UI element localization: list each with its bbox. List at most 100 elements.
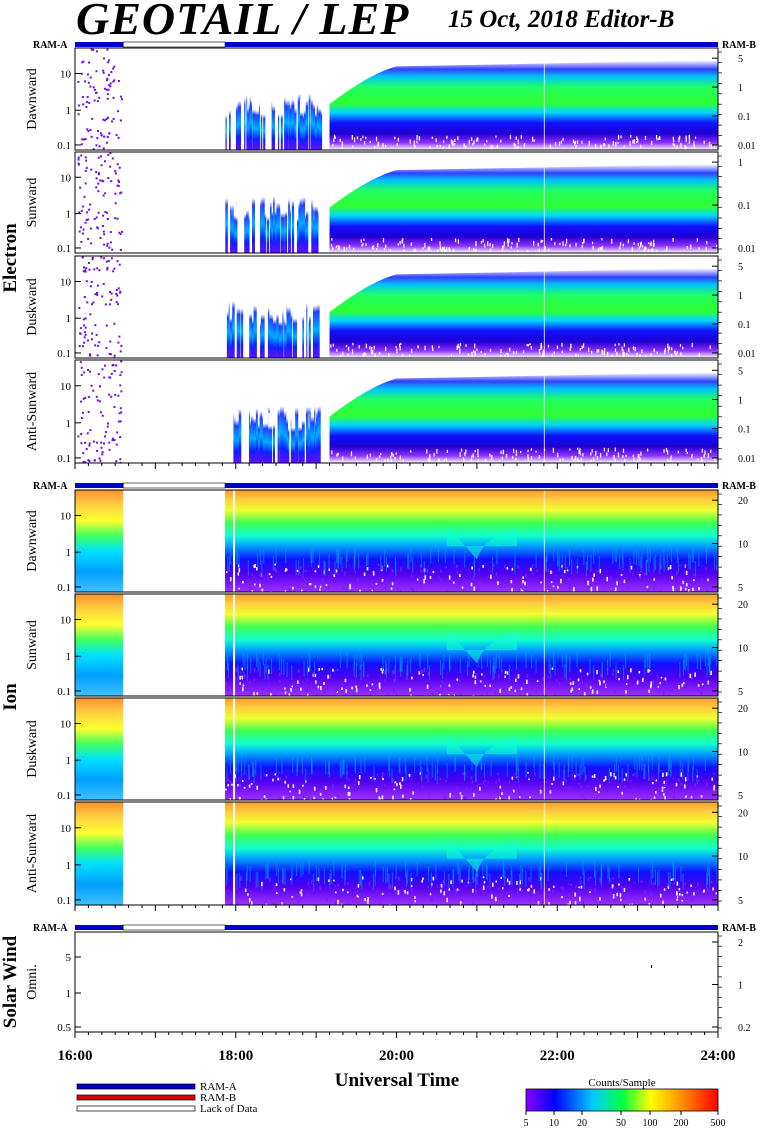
right-tick-label: 1: [738, 83, 743, 94]
ram-coverage-segment: [75, 42, 124, 47]
spectrogram-block: [225, 594, 718, 696]
left-tick-label: 0.1: [57, 686, 71, 698]
left-tick-label: 10: [60, 511, 72, 523]
left-tick-label: 10: [60, 277, 72, 289]
left-tick-label: 1: [66, 313, 72, 325]
panel-frame: [74, 697, 719, 801]
right-tick-label: 0.1: [738, 320, 751, 331]
right-tick-label: 0.01: [738, 244, 756, 255]
left-tick-label: 10: [60, 381, 72, 393]
group-label: Ion: [0, 683, 21, 711]
right-tick-label: 0.1: [738, 425, 751, 436]
legend-label-lack: Lack of Data: [200, 1103, 258, 1115]
spectrogram-block: [225, 698, 718, 800]
panel-omni-: Omni. 5 1 0.5 2 1 0.2: [25, 931, 751, 1034]
left-tick-label: 0.1: [57, 453, 71, 465]
right-tick-label: 5: [738, 366, 743, 377]
ram-coverage-segment: [75, 483, 124, 488]
left-tick-label: 1: [66, 755, 72, 767]
colorbar-tick-label: 10: [549, 1118, 559, 1128]
panel-sunward: Sunward 10 1 0.1 1 0.1 0.01: [25, 151, 756, 255]
left-tick-label: 1: [66, 651, 72, 663]
panel-duskward: Duskward 10 1 0.1 20 10 5: [25, 697, 748, 802]
spectrogram-block: [329, 268, 718, 358]
group-electron: RAM-A RAM-B Electron Dawnward 10 1 0.1 5 1 0.1 0.0…: [0, 40, 756, 469]
panel-anti-sunward: Anti-Sunward 10 1 0.1 5 1 0.1 0.01: [25, 359, 756, 465]
legend-swatch-ram-b: [76, 1094, 196, 1101]
left-tick-label: 1: [66, 547, 72, 559]
right-tick-label: 2: [738, 938, 743, 949]
spectrogram-block: [225, 490, 718, 592]
left-tick-label: 0.5: [57, 1022, 71, 1034]
spectrogram-area: [77, 360, 718, 463]
x-tick-label: 24:00: [701, 1048, 736, 1064]
spectrogram-area: [651, 965, 653, 968]
panel-frame: [74, 931, 719, 1033]
ram-a-label: RAM-A: [33, 40, 68, 51]
panel-label: Omni.: [25, 964, 40, 999]
panel-label: Anti-Sunward: [25, 372, 40, 451]
right-tick-label: 20: [738, 496, 748, 507]
time-axis: 16:00 18:00 20:00 22:00 24:00 Universal Time: [58, 1048, 736, 1091]
panel-frame: [74, 255, 719, 359]
spectrogram-block: [225, 802, 718, 905]
panel-frame: [74, 593, 719, 697]
right-tick-label: 10: [738, 852, 748, 863]
figure-title: GEOTAIL / LEP: [76, 0, 410, 44]
ram-coverage-segment: [75, 925, 124, 930]
spectrogram-area: [75, 698, 718, 800]
spectrogram-block: [75, 490, 124, 592]
legend-swatch-lack: [76, 1105, 196, 1112]
right-tick-label: 20: [738, 704, 748, 715]
spectrogram-block: [329, 372, 718, 463]
ram-a-label: RAM-A: [33, 481, 68, 492]
right-tick-label: 5: [738, 791, 743, 802]
right-tick-label: 5: [738, 54, 743, 65]
right-tick-label: 1: [738, 395, 743, 406]
ram-coverage-segment: [122, 924, 226, 931]
left-tick-label: 1: [66, 860, 72, 872]
spectrogram-block: [329, 60, 718, 150]
spectrogram-area: [77, 48, 718, 150]
right-tick-label: 5: [738, 687, 743, 698]
right-tick-label: 0.01: [738, 454, 756, 465]
legend-label-ram-a: RAM-A: [200, 1081, 237, 1093]
panel-dawnward: Dawnward 10 1 0.1 20 10 5: [25, 489, 748, 594]
ram-b-label: RAM-B: [722, 481, 756, 492]
colorbar: [525, 1088, 719, 1112]
right-tick-label: 10: [738, 644, 748, 655]
panel-label: Duskward: [25, 278, 40, 336]
left-tick-label: 1: [66, 418, 72, 430]
ram-b-label: RAM-B: [722, 40, 756, 51]
right-tick-label: 0.01: [738, 349, 756, 360]
spectrogram-area: [75, 594, 718, 696]
x-tick-label: 22:00: [540, 1048, 575, 1064]
spectrogram-area: [75, 802, 718, 905]
panel-dawnward: Dawnward 10 1 0.1 5 1 0.1 0.01: [25, 47, 756, 152]
left-tick-label: 0.1: [57, 895, 71, 907]
right-tick-label: 20: [738, 808, 748, 819]
right-tick-label: 1: [738, 291, 743, 302]
colorbar-tick-label: 50: [616, 1118, 626, 1128]
group-ion: RAM-A RAM-B Ion Dawnward 10 1 0.1 20 10 5 Sunward 1…: [0, 481, 756, 911]
left-tick-label: 1: [66, 105, 72, 117]
left-tick-label: 10: [60, 719, 72, 731]
left-tick-label: 1: [66, 209, 72, 221]
panel-frame: [74, 151, 719, 254]
left-tick-label: 10: [60, 615, 72, 627]
ram-coverage-segment: [122, 41, 226, 48]
colorbar-tick-label: 20: [577, 1118, 587, 1128]
left-tick-label: 10: [60, 172, 72, 184]
panel-label: Sunward: [25, 178, 40, 228]
panel-label: Dawnward: [25, 68, 40, 129]
ram-coverage-segment: [225, 483, 719, 488]
panel-frame: [74, 489, 719, 593]
right-tick-label: 5: [738, 896, 743, 907]
left-tick-label: 0.1: [57, 348, 71, 360]
right-tick-label: 10: [738, 540, 748, 551]
date-editor-label: 15 Oct, 2018 Editor-B: [448, 6, 675, 33]
left-tick-label: 0.1: [57, 582, 71, 594]
spectrogram-area: [77, 152, 718, 253]
